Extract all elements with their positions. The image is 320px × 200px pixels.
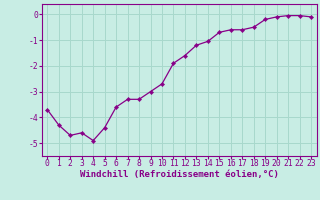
X-axis label: Windchill (Refroidissement éolien,°C): Windchill (Refroidissement éolien,°C) <box>80 170 279 179</box>
